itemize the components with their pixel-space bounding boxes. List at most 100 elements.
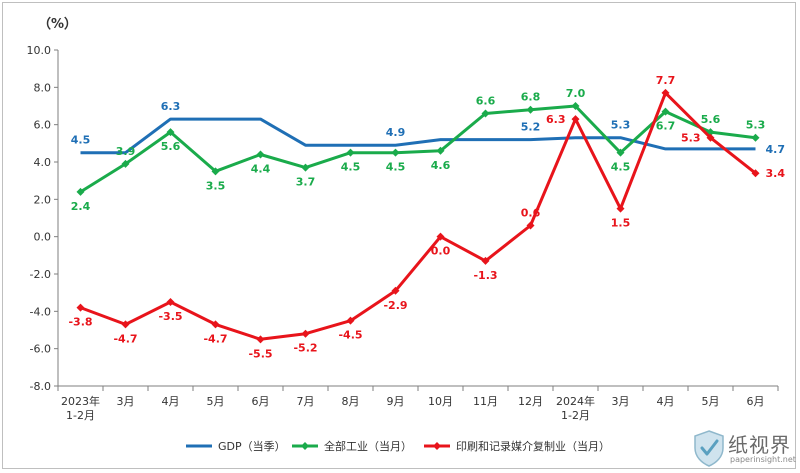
watermark: 纸视界 paperinsight.net (692, 427, 796, 469)
series-point-2 (436, 232, 445, 241)
series-point-2 (751, 169, 760, 178)
series-line-1 (79, 104, 756, 194)
data-label: 5.3 (681, 132, 701, 145)
data-label: 3.9 (116, 145, 136, 158)
x-tick-label: 6月 (252, 395, 270, 408)
legend-entry-2: 印刷和记录媒介复制业（当月） (456, 439, 610, 453)
series-point-1 (751, 133, 760, 142)
data-label: 6.3 (161, 100, 181, 113)
data-label: 4.5 (386, 161, 406, 174)
data-label: 4.5 (71, 134, 91, 147)
series-point-2 (661, 88, 670, 97)
series-point-2 (256, 335, 265, 344)
series-point-1 (481, 109, 490, 118)
x-tick-label: 12月 (518, 395, 543, 408)
series-point-1 (256, 150, 265, 159)
x-tick-label: 3月 (117, 395, 135, 408)
legend-entry-1: 全部工业（当月） (324, 439, 412, 453)
series-point-1 (391, 148, 400, 157)
data-label: 5.3 (746, 119, 766, 132)
series-point-1 (346, 148, 355, 157)
series-point-1 (526, 105, 535, 114)
series-point-1 (301, 163, 310, 172)
series-point-2 (391, 286, 400, 295)
watermark-subtext: paperinsight.net (730, 455, 796, 464)
x-tick-label: 4月 (162, 395, 180, 408)
series-point-1 (616, 148, 625, 157)
data-label: 4.9 (386, 126, 406, 139)
series-point-1 (571, 102, 580, 110)
series-point-2 (346, 316, 355, 325)
data-label: 5.6 (161, 140, 181, 153)
data-label: 6.7 (656, 120, 676, 133)
shield-check-icon (694, 430, 724, 467)
y-tick-label: 4.0 (34, 156, 52, 169)
watermark-text: 纸视界 (728, 433, 791, 457)
data-label: 4.4 (251, 163, 271, 176)
x-tick-label: 6月 (747, 395, 765, 408)
x-tick-label: 2024年 (556, 394, 595, 408)
legend-entry-0: GDP（当季） (218, 439, 286, 453)
series-point-2 (616, 204, 625, 213)
data-label: 5.2 (521, 121, 541, 134)
series-point-2 (211, 320, 220, 329)
y-tick-label: -4.0 (30, 305, 51, 318)
chart-frame (2, 2, 796, 469)
data-label: 0.0 (431, 245, 451, 258)
series-line-0 (80, 117, 756, 155)
data-label: 3.5 (206, 179, 226, 192)
series-point-1 (166, 128, 175, 137)
data-label: -3.8 (68, 316, 92, 329)
data-label: -1.3 (473, 269, 497, 282)
series-point-1 (436, 146, 445, 155)
y-tick-label: 10.0 (27, 44, 52, 57)
legend-marker-2 (433, 442, 441, 450)
x-tick-label: 5月 (702, 395, 720, 408)
series-point-2 (571, 115, 580, 124)
data-label: 3.4 (766, 167, 786, 180)
x-tick-label-line2: 1-2月 (66, 409, 95, 422)
data-label: -3.5 (158, 310, 182, 323)
x-tick-label: 2023年 (61, 394, 100, 408)
legend-marker-1 (301, 442, 309, 450)
data-label: 6.8 (521, 91, 541, 104)
data-label: 2.4 (71, 200, 91, 213)
series-point-2 (76, 303, 85, 312)
data-label: 0.6 (521, 206, 541, 219)
data-label: -4.7 (203, 332, 227, 345)
y-tick-label: -8.0 (30, 380, 51, 393)
x-tick-label: 5月 (207, 395, 225, 408)
y-tick-label: -2.0 (30, 268, 51, 281)
x-tick-label: 7月 (297, 395, 315, 408)
y-tick-label: 6.0 (34, 119, 52, 132)
data-label: 7.0 (566, 87, 586, 100)
series-point-1 (76, 187, 85, 196)
y-tick-label: -6.0 (30, 343, 51, 356)
x-tick-label: 11月 (473, 395, 498, 408)
data-label: -2.9 (383, 299, 407, 312)
series-line-2 (79, 91, 757, 341)
data-label: 4.7 (766, 143, 786, 156)
series-point-2 (121, 320, 130, 329)
data-label: -4.5 (338, 329, 362, 342)
data-label: 4.5 (341, 161, 361, 174)
data-label: -5.2 (293, 342, 317, 355)
data-label: 5.3 (611, 119, 631, 132)
series-point-2 (301, 329, 310, 338)
x-tick-label: 3月 (612, 395, 630, 408)
data-label: 4.6 (431, 159, 451, 172)
series-point-1 (121, 159, 130, 168)
series-point-2 (526, 221, 535, 230)
y-tick-label: 8.0 (34, 81, 52, 94)
data-label: 6.6 (476, 94, 496, 107)
x-tick-label: 9月 (387, 395, 405, 408)
series-point-2 (166, 298, 175, 306)
data-label: -4.7 (113, 332, 137, 345)
series-point-1 (661, 107, 670, 116)
x-tick-label: 4月 (657, 395, 675, 408)
data-label: -5.5 (248, 347, 272, 360)
series-point-1 (211, 167, 220, 176)
y-unit-label: （%） (38, 16, 77, 32)
x-tick-label: 8月 (342, 395, 360, 408)
